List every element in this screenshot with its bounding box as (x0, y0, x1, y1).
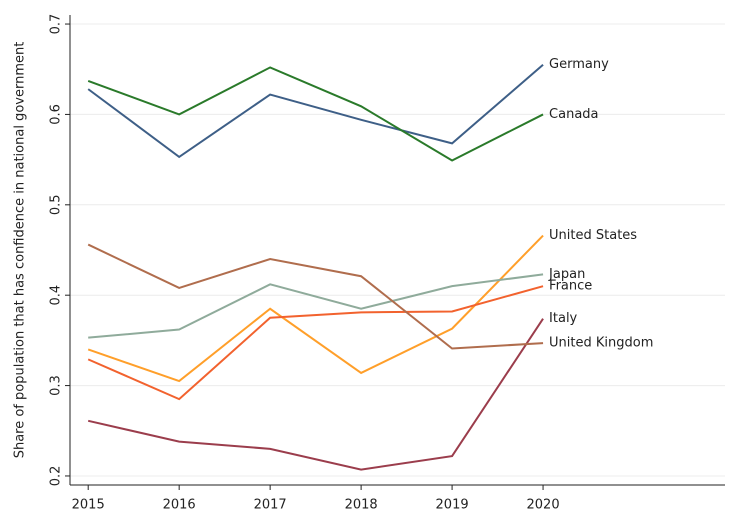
y-tick-label: 0.3 (49, 375, 64, 396)
x-tick-label: 2019 (436, 498, 469, 513)
line (87, 66, 544, 162)
y-tick-label: 0.5 (49, 194, 64, 215)
line-label: Canada (549, 107, 598, 122)
line-label: France (549, 279, 592, 294)
x-tick-label: 2017 (254, 498, 287, 513)
line-label: Japan (548, 267, 585, 282)
line (87, 318, 544, 471)
y-tick-label: 0.7 (49, 14, 64, 35)
line-label: United Kingdom (549, 336, 653, 351)
line-label: Germany (549, 57, 609, 72)
line (88, 273, 544, 339)
x-tick-label: 2018 (345, 498, 378, 513)
line-label: Italy (549, 311, 578, 326)
line (87, 234, 544, 383)
y-axis-label: Share of population that has confidence … (13, 42, 28, 459)
x-tick-label: 2020 (527, 498, 560, 513)
y-tick-label: 0.6 (49, 104, 64, 125)
line (87, 285, 544, 401)
x-tick-label: 2015 (72, 498, 105, 513)
line-label: United States (549, 228, 637, 243)
line (87, 63, 544, 159)
x-tick-label: 2016 (163, 498, 196, 513)
y-tick-label: 0.4 (49, 285, 64, 306)
line (87, 243, 544, 350)
y-tick-label: 0.2 (49, 466, 64, 487)
